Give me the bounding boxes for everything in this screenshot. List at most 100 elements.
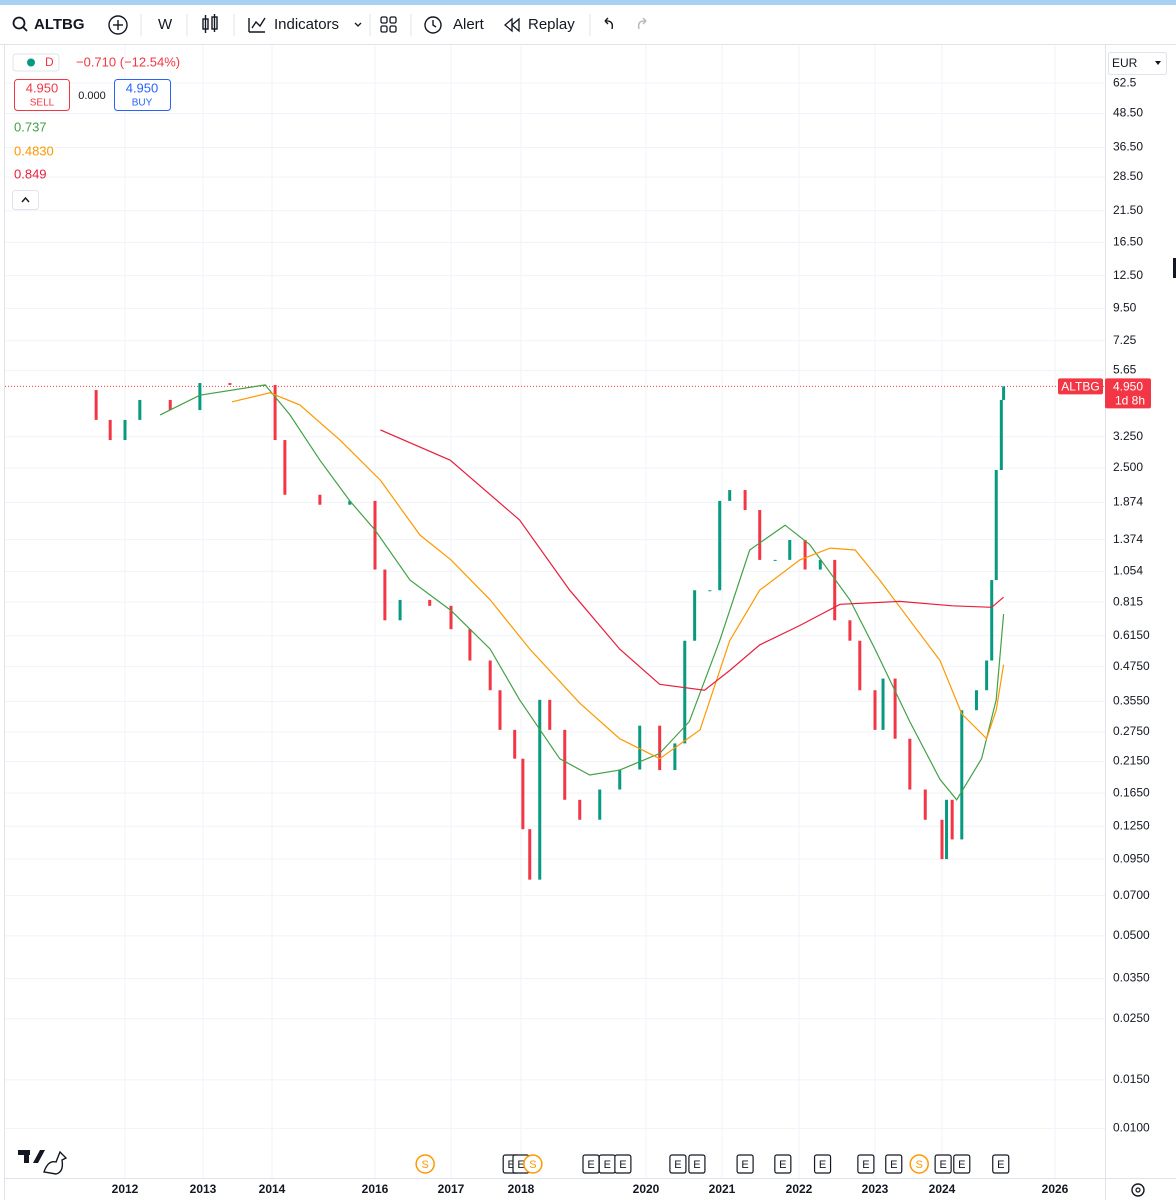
y-tick-label: 0.0250 [1113, 1011, 1150, 1025]
event-label: E [862, 1159, 869, 1171]
event-marker [934, 1154, 952, 1174]
moving-average [231, 392, 1005, 760]
candle [718, 500, 722, 591]
undo-button[interactable] [604, 17, 614, 30]
indicators-label[interactable]: Indicators [274, 16, 339, 33]
sell-label[interactable]: SELL [30, 98, 55, 109]
x-tick-label: 2018 [508, 1182, 535, 1196]
y-tick-label: 0.815 [1113, 594, 1143, 608]
event-label: S [529, 1159, 536, 1171]
event-marker [992, 1154, 1010, 1174]
alert-label[interactable]: Alert [453, 16, 485, 33]
ma-value: 0.737 [14, 119, 47, 134]
event-marker [688, 1154, 706, 1174]
moving-average [159, 384, 1005, 801]
y-tick-label: 1.054 [1113, 564, 1143, 578]
event-marker [523, 1154, 543, 1174]
x-tick-label: 2026 [1042, 1182, 1069, 1196]
y-tick-label: 0.0150 [1113, 1072, 1150, 1086]
replay-button[interactable]: Replay [504, 16, 575, 33]
candle [773, 559, 777, 561]
y-tick-label: 1.374 [1113, 532, 1143, 546]
event-label: E [517, 1159, 524, 1171]
candle [528, 829, 532, 880]
candle [658, 725, 662, 771]
symbol[interactable]: ALTBG [34, 16, 85, 33]
currency-button[interactable]: EUR [1108, 52, 1167, 75]
candle [318, 494, 322, 505]
symbol-search[interactable]: ALTBG [12, 16, 85, 33]
candle [923, 789, 927, 820]
scroll-handle[interactable] [1173, 258, 1176, 278]
x-tick-label: 2023 [862, 1182, 889, 1196]
event-label: E [587, 1159, 594, 1171]
currency[interactable]: EUR [1112, 56, 1138, 70]
y-tick-label: 9.50 [1113, 301, 1137, 315]
y-tick-label: 0.6150 [1113, 628, 1150, 642]
countdown: 1d 8h [1115, 394, 1145, 408]
x-tick-label: 2016 [362, 1182, 389, 1196]
event-label: E [693, 1159, 700, 1171]
settings-button[interactable] [1131, 1183, 1145, 1197]
y-tick-label: 21.50 [1113, 203, 1143, 217]
y-tick-label: 0.0700 [1113, 888, 1150, 902]
y-tick-label: 0.1650 [1113, 785, 1150, 799]
candle [548, 699, 552, 730]
layouts-button[interactable] [380, 16, 397, 33]
candle [513, 729, 517, 759]
replay-label[interactable]: Replay [528, 16, 575, 33]
interval[interactable]: W [158, 16, 173, 33]
sell-button[interactable]: 4.950 SELL [14, 79, 70, 111]
compare-button[interactable] [108, 15, 128, 35]
candle [683, 640, 687, 744]
candle [428, 599, 432, 606]
candle [893, 678, 897, 739]
y-tick-label: 0.0500 [1113, 928, 1150, 942]
event-marker [885, 1154, 903, 1174]
candle [498, 690, 502, 730]
sell-price[interactable]: 4.950 [26, 80, 59, 95]
x-tick-label: 2024 [929, 1182, 956, 1196]
buy-button[interactable]: 4.950 BUY [114, 79, 171, 111]
event-label: E [939, 1159, 946, 1171]
alert-button[interactable]: Alert [424, 16, 485, 34]
indicators-button[interactable]: Indicators [248, 16, 362, 33]
candle [273, 384, 277, 441]
candle [994, 470, 998, 581]
candle [449, 605, 453, 630]
y-tick-label: 5.65 [1113, 363, 1137, 377]
candle [673, 743, 677, 771]
event-marker [909, 1154, 929, 1174]
candle [708, 590, 712, 592]
y-tick-label: 0.2750 [1113, 724, 1150, 738]
candle [693, 590, 697, 641]
spread: 0.000 [78, 90, 106, 102]
timeframe: D [45, 55, 54, 69]
timeframe-chip [12, 53, 60, 72]
event-marker [736, 1154, 754, 1174]
candle [743, 490, 747, 511]
event-label: E [997, 1159, 1004, 1171]
candle [618, 769, 622, 790]
redo-button[interactable] [637, 17, 647, 30]
candle [138, 399, 142, 420]
y-tick-label: 0.0350 [1113, 971, 1150, 985]
y-tick-label: 0.4750 [1113, 659, 1150, 673]
symbol-tag-label: ALTBG [1061, 380, 1099, 394]
candle [538, 699, 542, 880]
candle [521, 758, 525, 830]
buy-price[interactable]: 4.950 [126, 80, 159, 95]
legend: D −0.710 (−12.54%) 4.950 SELL 0.000 4.95… [12, 53, 180, 210]
candle [468, 629, 472, 661]
event-marker [857, 1154, 875, 1174]
chart-type-button[interactable] [202, 14, 218, 33]
candle [488, 660, 492, 691]
x-tick-label: 2020 [633, 1182, 660, 1196]
y-tick-label: 2.500 [1113, 460, 1143, 474]
candle [168, 399, 172, 411]
event-marker [813, 1154, 832, 1174]
collapse-legend[interactable] [12, 190, 39, 210]
event-marker [415, 1154, 435, 1174]
buy-label[interactable]: BUY [132, 98, 153, 109]
